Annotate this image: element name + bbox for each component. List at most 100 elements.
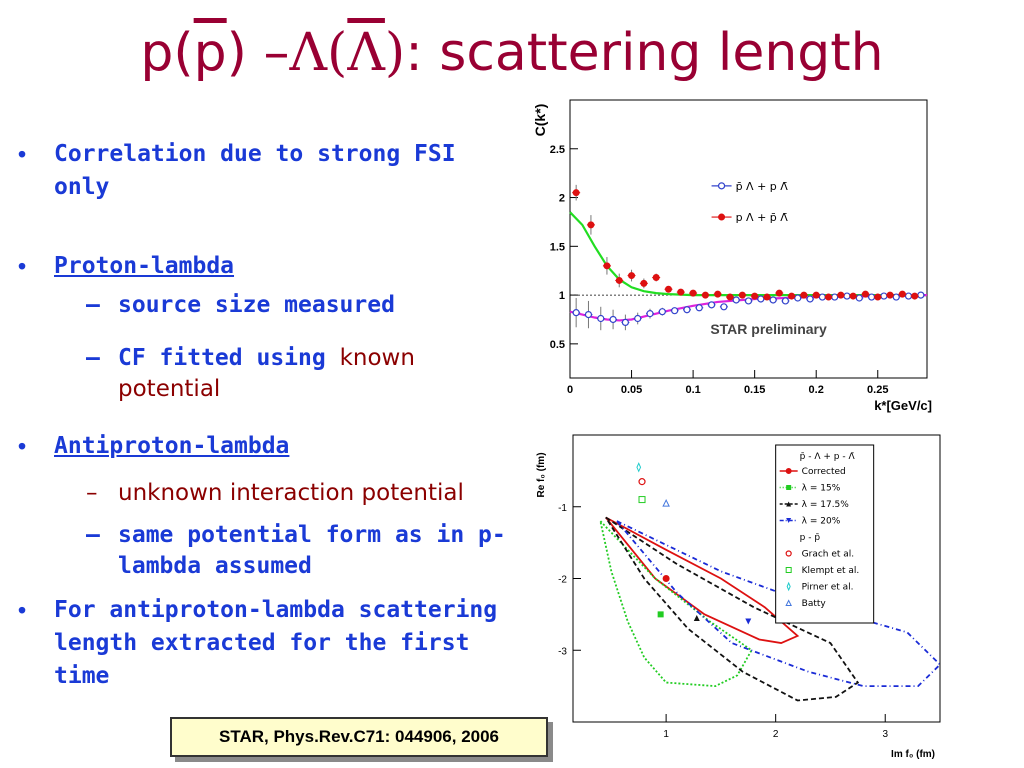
legend-label: Pirner et al. (802, 583, 854, 593)
data-point (874, 293, 882, 301)
data-point (904, 292, 913, 300)
data-point (597, 314, 605, 323)
x-tick-label: 2 (773, 729, 779, 740)
subbullet-text: source size measured (118, 292, 395, 318)
data-point (603, 262, 611, 270)
bullet-marker: • (18, 597, 27, 623)
bullet-correlation: • Correlation due to strong FSI only (18, 138, 508, 204)
data-point (638, 478, 646, 486)
x-tick-label: 0.2 (809, 384, 824, 396)
x-tick-label: 0.25 (867, 384, 888, 396)
data-point (695, 304, 703, 312)
subbullet-same-form: – same potential form as in p-lambda ass… (72, 520, 522, 582)
data-point (646, 310, 654, 318)
subbullet-unknown: – unknown interaction potential (72, 478, 522, 509)
legend-header: p̄ - Λ + p - Λ̄ (800, 452, 856, 462)
x-axis-label: Im f₀ (fm) (891, 749, 935, 760)
dash-marker: – (86, 480, 98, 506)
y-tick-label: -2 (558, 575, 567, 586)
bullet-text: For antiproton-lambda scattering length … (54, 597, 498, 689)
data-point (683, 306, 691, 314)
data-point (794, 294, 802, 302)
y-tick-label: 2 (559, 193, 565, 205)
legend-label: λ = 17.5% (802, 500, 850, 510)
data-point (769, 296, 777, 304)
data-point (640, 279, 648, 287)
data-point (757, 295, 765, 303)
data-point (714, 290, 722, 298)
x-tick-label: 3 (882, 729, 888, 740)
legend-marker (717, 182, 726, 190)
dash-marker: – (86, 292, 100, 318)
data-point (657, 611, 664, 618)
title-paren: ) (384, 23, 406, 83)
data-point (662, 499, 670, 507)
bullet-marker: • (18, 253, 27, 279)
data-point (634, 314, 642, 323)
y-axis-label: Re f₀ (fm) (536, 452, 547, 497)
data-point (892, 293, 900, 301)
data-point (751, 292, 759, 300)
title-lambda: Λ( (289, 23, 348, 83)
title-lambdabar: Λ (347, 23, 385, 83)
data-point (587, 221, 595, 229)
data-point (868, 293, 876, 301)
legend-label: Corrected (802, 467, 846, 477)
reference-box: STAR, Phys.Rev.C71: 044906, 2006 (170, 717, 548, 757)
bullet-text: Antiproton-lambda (54, 433, 290, 459)
y-tick-label: 1 (559, 290, 565, 302)
data-point (572, 309, 580, 317)
x-tick-label: 0.1 (685, 384, 700, 396)
data-point (732, 296, 740, 304)
y-axis-label: C(k*) (532, 104, 548, 137)
legend-marker (786, 518, 792, 523)
contour (616, 520, 942, 688)
data-point (818, 293, 826, 301)
page-title: p(p) –Λ(Λ): scattering length (0, 18, 1024, 88)
data-point (615, 276, 623, 284)
subbullet-cf-fitted: – CF fitted using known potential (72, 343, 522, 405)
data-point (837, 291, 845, 299)
data-point (701, 291, 709, 299)
contour (605, 516, 860, 702)
y-tick-label: -1 (558, 503, 567, 514)
legend-marker (785, 550, 792, 557)
plot-frame (572, 434, 941, 723)
legend-marker (785, 567, 792, 573)
legend-box (775, 444, 875, 624)
data-point (693, 614, 700, 621)
data-point (763, 293, 771, 301)
y-tick-label: 2.5 (550, 144, 565, 156)
contour (598, 518, 753, 688)
data-point (775, 289, 783, 297)
data-point (825, 293, 833, 301)
correlation-function-chart: 0.5 1 1.5 2 2.5 0 0.05 0.1 0.15 0.2 0.25 C(k*) k*[Ge… (532, 99, 932, 413)
legend-label: p Λ + p̄ Λ̄ (736, 211, 789, 224)
data-point (843, 292, 851, 300)
subbullet-text: unknown interaction potential (118, 480, 464, 506)
x-tick-label: 0 (567, 384, 573, 396)
star-preliminary-label: STAR preliminary (710, 321, 827, 337)
subbullet-text-red: known potential (118, 345, 415, 402)
data-point (726, 293, 734, 301)
y-tick-label: 0.5 (550, 339, 565, 351)
title-rest: : scattering length (405, 23, 884, 83)
y-tick-label: 1.5 (550, 241, 565, 253)
legend-marker (786, 485, 792, 490)
legend-marker (785, 468, 792, 474)
data-point (652, 274, 660, 282)
data-point (720, 303, 728, 311)
data-point (886, 291, 894, 299)
legend-marker (786, 501, 792, 507)
data-point (898, 290, 906, 298)
legend-marker (786, 581, 791, 592)
bullet-marker: • (18, 433, 27, 459)
x-tick-label: 0.15 (744, 384, 765, 396)
data-point (806, 295, 814, 303)
data-point (745, 618, 752, 625)
title-dash: ) – (226, 23, 290, 83)
data-point (664, 285, 672, 293)
dash-marker: – (86, 345, 100, 371)
data-point (880, 292, 888, 300)
x-axis-label: k*[GeV/c] (874, 398, 932, 413)
